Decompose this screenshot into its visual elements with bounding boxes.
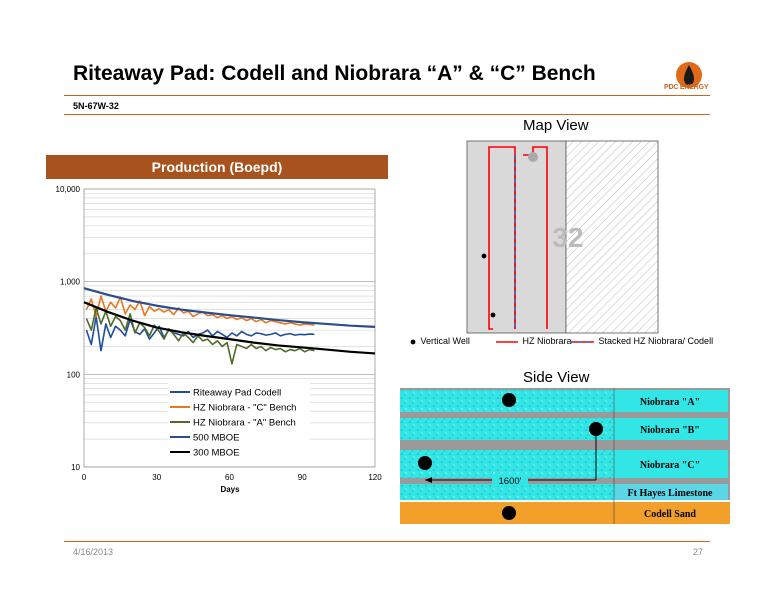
spacing-label: 1600' xyxy=(499,476,522,487)
adjacent-section-hatched xyxy=(565,140,659,334)
layer-label-niobrara-b: Niobrara "B" xyxy=(640,425,700,436)
layer-codell-sand xyxy=(400,502,730,524)
logo-text: PDC ENERGY xyxy=(664,84,709,91)
y-tick-label: 100 xyxy=(67,370,81,379)
layer-niobrara-b xyxy=(400,418,614,440)
series-line-2 xyxy=(85,307,315,365)
legend-stacked: Stacked HZ Niobrara/ Codell xyxy=(570,336,713,347)
spacing-label-bg xyxy=(492,474,528,486)
layer-label-niobrara-a: Niobrara "A" xyxy=(640,397,700,408)
series-lines xyxy=(83,287,376,365)
x-tick-label: 60 xyxy=(225,473,234,482)
map-view-diagram: 32 xyxy=(466,140,659,334)
chart-grid xyxy=(84,192,375,468)
y-axis-ticks: 10 100 1,000 10,000 xyxy=(56,185,81,472)
legend-entry: 300 MBOE xyxy=(193,448,239,459)
pad-location xyxy=(528,152,538,162)
layer-label-ft-hayes: Ft Hayes Limestone xyxy=(628,488,714,499)
vertical-well-marker-icon xyxy=(410,339,416,345)
well-niobrara-a xyxy=(502,393,516,407)
well-niobrara-c xyxy=(418,456,432,470)
x-tick-label: 90 xyxy=(298,473,307,482)
layer-label-niobrara-c: Niobrara "C" xyxy=(640,460,700,471)
subtitle-rule xyxy=(64,114,710,115)
dashed-line-icon xyxy=(570,340,594,343)
layer-ft-hayes-label-box xyxy=(614,484,728,500)
arrow-head-left-icon xyxy=(425,477,432,483)
side-view-diagram: Niobrara "A" Niobrara "B" Niobrara "C" F… xyxy=(400,388,730,524)
legend-entry: 500 MBOE xyxy=(193,433,239,444)
plot-area xyxy=(83,188,376,468)
y-tick-label: 10,000 xyxy=(56,185,81,194)
series-line-4 xyxy=(83,301,376,355)
series-line-0 xyxy=(85,315,315,352)
x-tick-label: 30 xyxy=(152,473,161,482)
y-tick-label: 10 xyxy=(71,463,80,472)
series-line-3 xyxy=(83,287,376,328)
slide-subtitle: 5N-67W-32 xyxy=(73,101,119,111)
legend-box xyxy=(168,383,310,465)
layer-niobrara-c-label-box xyxy=(614,450,728,478)
chart-legend: Riteaway Pad Codell HZ Niobrara - "C" Ben… xyxy=(168,383,310,465)
footer-rule xyxy=(64,541,710,542)
legend-entry: HZ Niobrara - "A" Bench xyxy=(193,418,296,429)
x-tick-label: 120 xyxy=(368,473,382,482)
vertical-well-dot xyxy=(490,312,496,318)
legend-hz-niobrara: HZ Niobrara xyxy=(496,336,572,347)
layer-niobrara-b-label-box xyxy=(614,418,728,440)
legend-vertical-well: Vertical Well xyxy=(408,336,470,347)
x-axis-label: Days xyxy=(220,485,240,494)
footer-page-number: 27 xyxy=(693,547,704,557)
slide-title: Riteaway Pad: Codell and Niobrara “A” & … xyxy=(73,62,596,85)
section-32-area xyxy=(466,140,567,334)
footer-date: 4/16/2013 xyxy=(73,547,114,557)
legend-entry: Riteaway Pad Codell xyxy=(193,388,281,399)
pdc-logo-icon xyxy=(676,62,702,88)
layer-niobrara-a-label-box xyxy=(614,390,728,412)
well-codell xyxy=(502,506,516,520)
red-line-icon xyxy=(496,340,518,343)
y-tick-label: 1,000 xyxy=(60,278,81,287)
hz-niobrara-well-left xyxy=(488,146,516,330)
x-tick-label: 0 xyxy=(82,473,87,482)
x-axis-ticks: 0 30 60 90 120 xyxy=(82,473,382,482)
layer-ft-hayes xyxy=(400,484,614,500)
production-chart: 10 100 1,000 10,000 0 30 60 90 120 Days Riteawa… xyxy=(56,185,383,494)
map-legend: Vertical Well HZ Niobrara Stacked HZ Nio… xyxy=(408,336,730,348)
well-niobrara-b xyxy=(589,422,603,436)
map-view-title: Map View xyxy=(523,117,589,134)
title-rule xyxy=(64,95,710,96)
vertical-well-dot xyxy=(481,253,487,259)
production-header: Production (Boepd) xyxy=(46,155,388,179)
legend-entry: HZ Niobrara - "C" Bench xyxy=(193,403,296,414)
section-label: 32 xyxy=(552,222,583,253)
side-view-title: Side View xyxy=(523,369,590,386)
layer-label-codell: Codell Sand xyxy=(644,509,696,520)
layer-niobrara-c xyxy=(400,450,614,478)
